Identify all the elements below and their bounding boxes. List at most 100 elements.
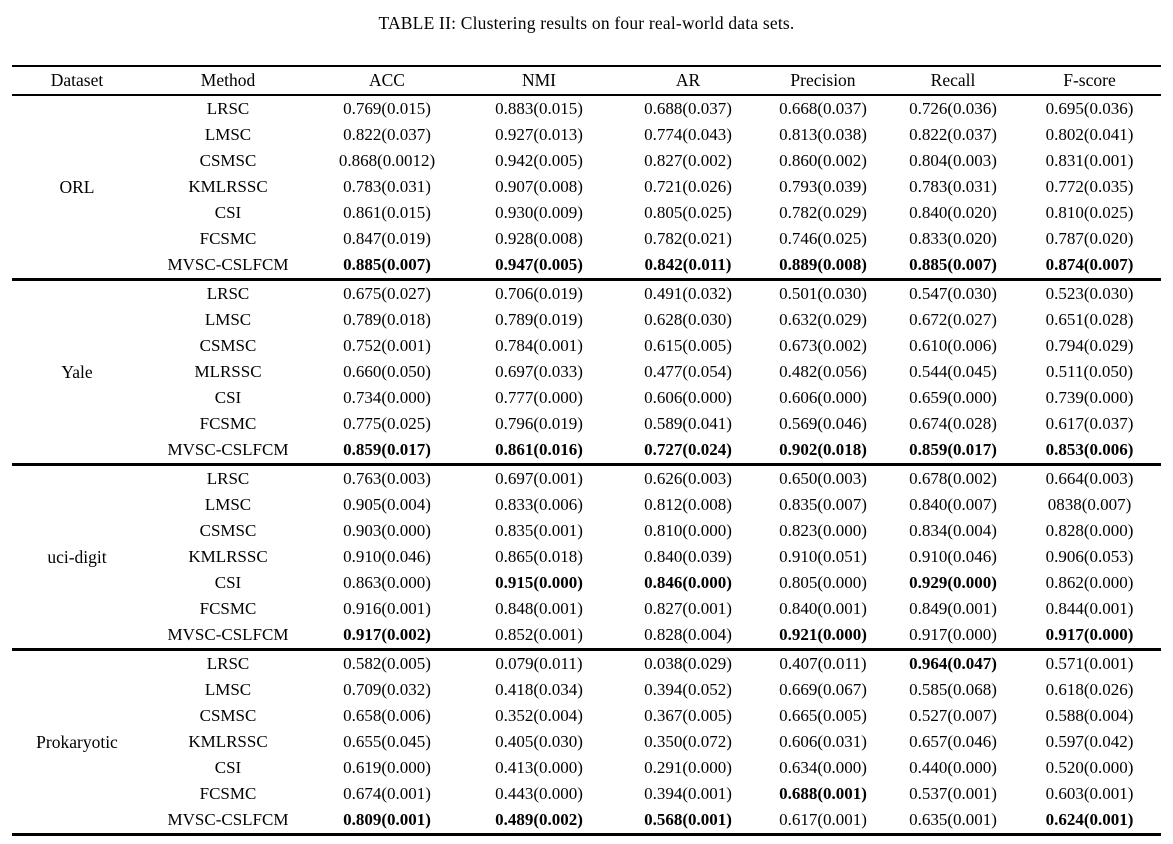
method-cell: CSI: [214, 758, 242, 777]
value-cell: 0838(0.007): [1047, 495, 1132, 514]
table-row: uci-digit LRSC 0.763(0.003) 0.697(0.001) …: [12, 463, 1161, 650]
value-cell: 0.665(0.005): [779, 706, 867, 725]
col-header-nmi: NMI: [460, 66, 618, 96]
value-cell: 0.903(0.000): [343, 521, 431, 540]
method-cell: LMSC: [204, 680, 252, 699]
value-cell: 0.853(0.006): [1045, 440, 1134, 459]
value-cell: 0.615(0.005): [644, 336, 732, 355]
value-cell: 0.367(0.005): [644, 706, 732, 725]
table-row: Prokaryotic LRSC 0.582(0.005) 0.079(0.011…: [12, 648, 1161, 835]
value-cell: 0.405(0.030): [495, 732, 583, 751]
value-cell: 0.739(0.000): [1045, 388, 1134, 407]
value-cell: 0.659(0.000): [909, 388, 997, 407]
value-cell: 0.930(0.009): [495, 203, 583, 222]
value-cell: 0.789(0.018): [343, 310, 431, 329]
value-cell: 0.774(0.043): [644, 125, 732, 144]
method-cell: MVSC-CSLFCM: [167, 255, 289, 274]
method-cell: CSMSC: [199, 521, 257, 540]
value-cell: 0.657(0.046): [909, 732, 997, 751]
value-cell: 0.520(0.000): [1045, 758, 1134, 777]
value-cell: 0.688(0.001): [779, 784, 867, 803]
value-cell: 0.626(0.003): [618, 463, 758, 492]
col-header-precision: Precision: [758, 66, 888, 96]
table-row: CSI 0.734(0.000) 0.777(0.000) 0.606(0.00…: [12, 385, 1161, 411]
value-cell: 0.831(0.001): [1045, 151, 1134, 170]
value-cell: 0.794(0.029): [1045, 336, 1134, 355]
table-row: FCSMC 0.674(0.001) 0.443(0.000) 0.394(0.…: [12, 781, 1161, 807]
method-cell: FCSMC: [199, 784, 257, 803]
table-row: MLRSSC 0.660(0.050) 0.697(0.033) 0.477(0…: [12, 359, 1161, 385]
value-cell: 0.928(0.008): [495, 229, 583, 248]
table-row: MVSC-CSLFCM 0.859(0.017) 0.861(0.016) 0.…: [12, 437, 1161, 465]
value-cell: 0.844(0.001): [1045, 599, 1134, 618]
value-cell: 0.917(0.002): [343, 625, 431, 644]
value-cell: 0.810(0.000): [644, 521, 732, 540]
value-cell: 0.916(0.001): [343, 599, 431, 618]
value-cell: 0.628(0.030): [644, 310, 732, 329]
table-row: MVSC-CSLFCM 0.917(0.002) 0.852(0.001) 0.…: [12, 622, 1161, 650]
dataset-label: uci-digit: [12, 463, 142, 650]
method-cell: LRSC: [142, 278, 314, 307]
value-cell: 0.861(0.016): [495, 440, 583, 459]
value-cell: 0.942(0.005): [495, 151, 583, 170]
table-row: CSMSC 0.658(0.006) 0.352(0.004) 0.367(0.…: [12, 703, 1161, 729]
table-row: KMLRSSC 0.655(0.045) 0.405(0.030) 0.350(…: [12, 729, 1161, 755]
method-cell: MVSC-CSLFCM: [167, 625, 289, 644]
value-cell: 0.672(0.027): [909, 310, 997, 329]
value-cell: 0.835(0.007): [779, 495, 867, 514]
method-cell: MVSC-CSLFCM: [167, 810, 289, 829]
value-cell: 0.752(0.001): [343, 336, 431, 355]
table-row: LMSC 0.822(0.037) 0.927(0.013) 0.774(0.0…: [12, 122, 1161, 148]
dataset-label: ORL: [59, 176, 95, 197]
value-cell: 0.603(0.001): [1045, 784, 1134, 803]
table-row: KMLRSSC 0.783(0.031) 0.907(0.008) 0.721(…: [12, 174, 1161, 200]
value-cell: 0.865(0.018): [495, 547, 583, 566]
value-cell: 0.407(0.011): [758, 648, 888, 677]
value-cell: 0.804(0.003): [909, 151, 997, 170]
dataset-label: Prokaryotic: [12, 648, 142, 835]
method-cell: MLRSSC: [194, 362, 262, 381]
value-cell: 0.840(0.039): [644, 547, 732, 566]
table-row: ORL LRSC 0.769(0.015) 0.883(0.015) 0.688(…: [12, 95, 1161, 197]
value-cell: 0.624(0.001): [1045, 810, 1134, 829]
value-cell: 0.617(0.001): [779, 810, 867, 829]
value-cell: 0.619(0.000): [343, 758, 431, 777]
value-cell: 0.721(0.026): [644, 177, 732, 196]
value-cell: 0.822(0.037): [909, 125, 997, 144]
value-cell: 0.697(0.001): [460, 463, 618, 492]
col-header-acc: ACC: [314, 66, 460, 96]
value-cell: 0.038(0.029): [618, 648, 758, 677]
value-cell: 0.511(0.050): [1045, 362, 1134, 381]
value-cell: 0.885(0.007): [343, 255, 431, 274]
value-cell: 0.769(0.015): [343, 99, 431, 118]
table-row: LMSC 0.709(0.032) 0.418(0.034) 0.394(0.0…: [12, 677, 1161, 703]
value-cell: 0.809(0.001): [343, 810, 431, 829]
table-row: FCSMC 0.775(0.025) 0.796(0.019) 0.589(0.…: [12, 411, 1161, 437]
value-cell: 0.783(0.031): [909, 177, 997, 196]
method-cell: LRSC: [206, 99, 250, 118]
value-cell: 0.793(0.039): [779, 177, 867, 196]
table-row: MVSC-CSLFCM 0.885(0.007) 0.947(0.005) 0.…: [12, 252, 1161, 280]
value-cell: 0.796(0.019): [495, 414, 583, 433]
value-cell: 0.650(0.003): [758, 463, 888, 492]
value-cell: 0.394(0.052): [644, 680, 732, 699]
value-cell: 0.709(0.032): [343, 680, 431, 699]
value-cell: 0.079(0.011): [460, 648, 618, 677]
value-cell: 0.655(0.045): [343, 732, 431, 751]
method-cell: CSMSC: [199, 151, 257, 170]
value-cell: 0.352(0.004): [495, 706, 583, 725]
table-row: CSI 0.861(0.015) 0.930(0.009) 0.805(0.02…: [12, 200, 1161, 226]
value-cell: 0.589(0.041): [644, 414, 732, 433]
method-cell: FCSMC: [199, 414, 257, 433]
value-cell: 0.861(0.015): [343, 203, 431, 222]
value-cell: 0.597(0.042): [1045, 732, 1134, 751]
col-header-ar: AR: [618, 66, 758, 96]
value-cell: 0.917(0.000): [909, 625, 997, 644]
value-cell: 0.964(0.047): [888, 648, 1018, 677]
table-caption: TABLE II: Clustering results on four rea…: [378, 13, 795, 33]
results-table: Dataset Method ACC NMI AR Precision Reca…: [12, 65, 1161, 836]
col-header-recall: Recall: [888, 66, 1018, 96]
value-cell: 0.568(0.001): [644, 810, 732, 829]
results-table-body: ORL LRSC 0.769(0.015) 0.883(0.015) 0.688(…: [12, 95, 1161, 835]
